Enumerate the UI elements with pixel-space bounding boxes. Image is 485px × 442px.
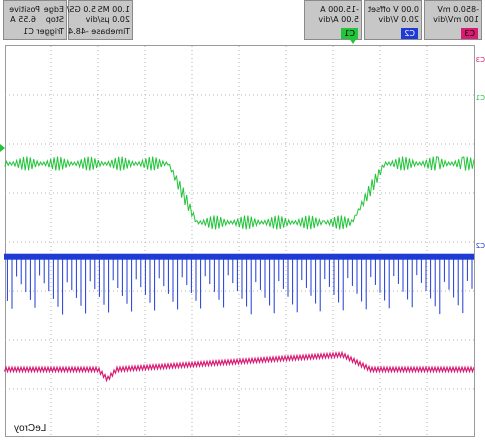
trigger-mode: Stop	[45, 15, 64, 24]
c1-offset: -15.000 A	[320, 5, 359, 14]
c3-ground-label: C3	[475, 56, 485, 64]
plot-frame	[4, 45, 475, 438]
c2-ground-label: C2	[475, 242, 485, 250]
c1-label: C1	[344, 29, 355, 38]
c1-scale: 5.00 A/div	[318, 15, 359, 24]
c3-offset: -850.0 mV	[437, 5, 479, 14]
trigger-level: 6.55 A	[10, 15, 36, 24]
trigger-type: Edge	[43, 5, 64, 14]
c3-label: C3	[464, 29, 475, 38]
timebase-label: Timebase -48.4 µs	[56, 27, 130, 37]
timebase-box[interactable]: 1.00 MS 20.0 µs/div Timebase -48.4 µs 5.…	[56, 0, 133, 40]
trace-c3	[4, 350, 474, 383]
c2-offset: 0.00 V offset	[367, 5, 419, 14]
trace-c1	[4, 156, 474, 230]
c2-scale: 20.0 V/div	[378, 15, 419, 24]
brand-logo: LeCroy	[14, 423, 47, 434]
c3-title: C3	[461, 28, 478, 39]
channel-c3-box[interactable]: -850.0 mV 100 mV/div C3	[424, 0, 482, 40]
channel-c1-box[interactable]: -15.000 A 5.00 A/div C1	[304, 0, 362, 40]
trigger-slope: Positive	[9, 5, 40, 14]
trigger-level-marker[interactable]	[0, 144, 5, 152]
waveform-plot	[4, 46, 474, 438]
c2-label: C2	[404, 29, 415, 38]
trigger-label: Trigger C1	[23, 27, 64, 37]
trigger-label-text: Trigger	[36, 27, 64, 36]
trace-c2-band	[4, 253, 474, 260]
trigger-position-marker[interactable]	[349, 38, 357, 44]
timebase-horizontal: 20.0 µs/div	[85, 15, 130, 24]
c1-ground-label: C1	[475, 94, 485, 102]
channel-c2-box[interactable]: 0.00 V offset 20.0 V/div C2	[364, 0, 422, 40]
timebase-sample: 5.0 GS/s	[62, 5, 96, 14]
c3-scale: 100 mV/div	[433, 15, 479, 24]
c2-title: C2	[401, 28, 418, 39]
timebase-sample-rate: 1.00 MS	[97, 5, 130, 14]
timebase-label-text: Timebase	[91, 27, 130, 36]
trigger-channel: C1	[23, 27, 34, 36]
trigger-box[interactable]: Edge Positive Stop 6.55 A Trigger C1	[3, 0, 67, 40]
